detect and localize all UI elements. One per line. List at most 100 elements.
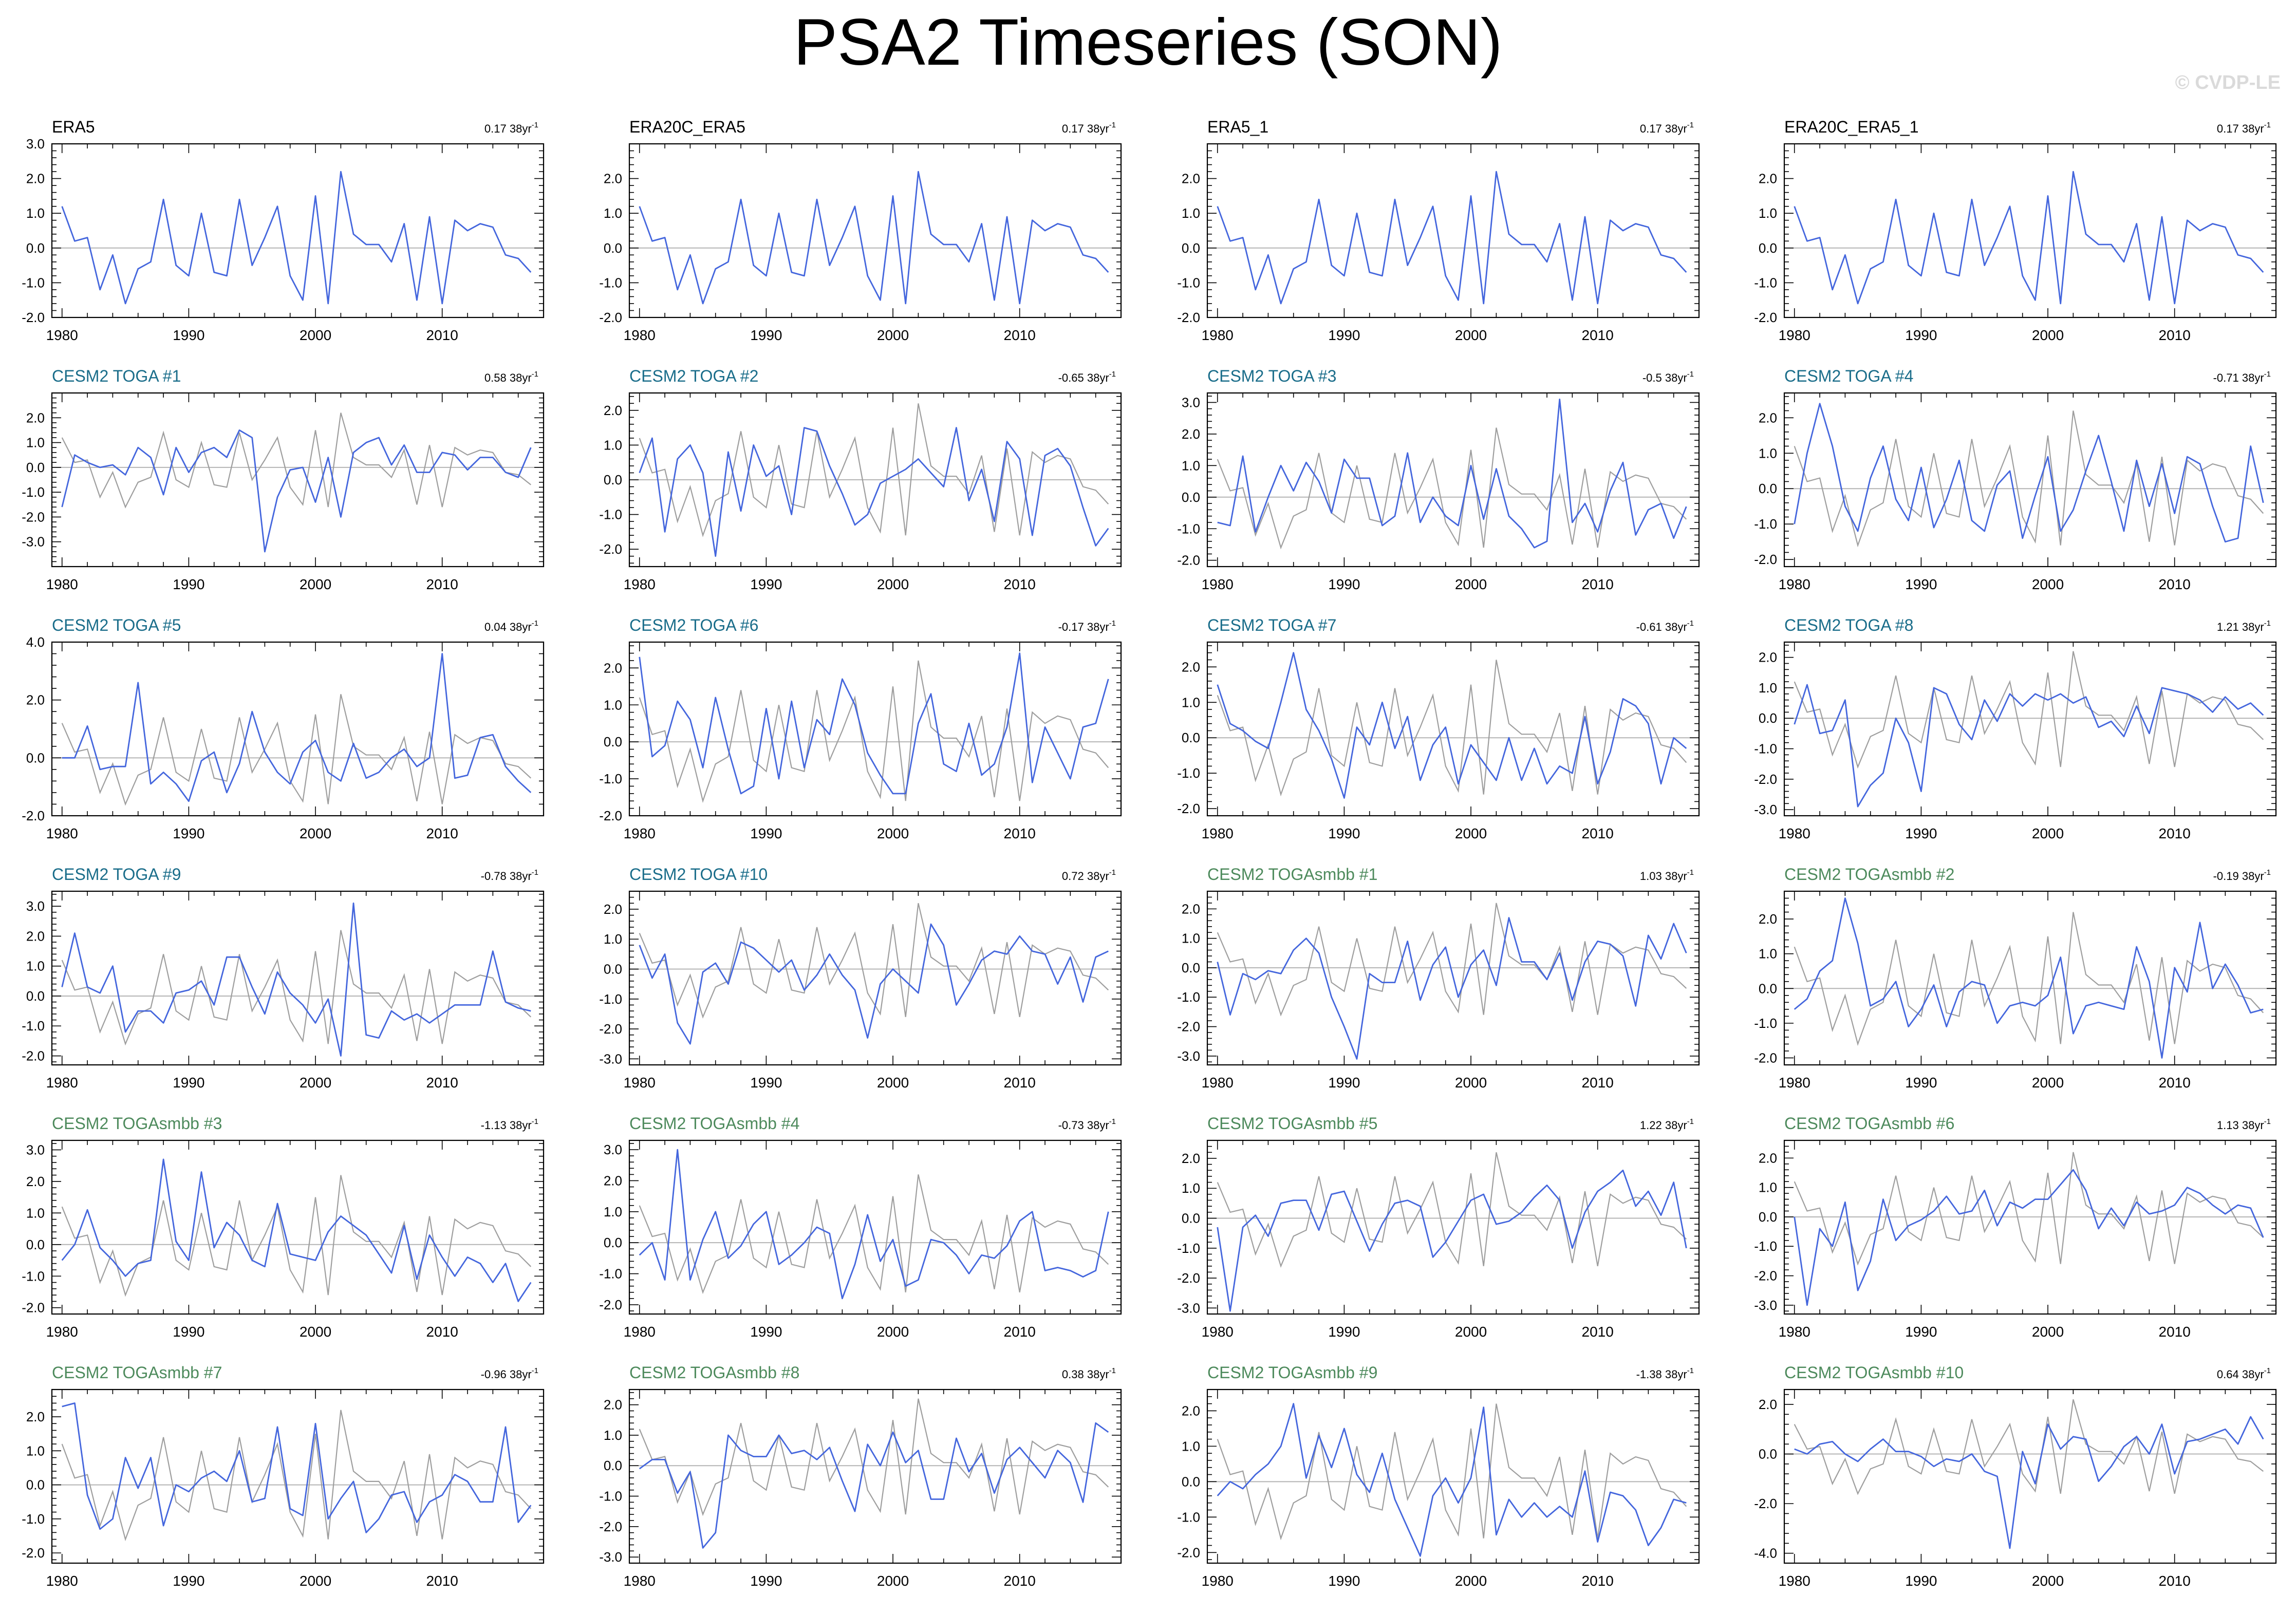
y-tick-label: -1.0 — [599, 1489, 622, 1504]
series-line-observed — [1794, 1399, 2264, 1495]
x-tick-label: 2010 — [2159, 327, 2191, 343]
x-tick-label: 2010 — [1582, 1324, 1614, 1340]
panel-title: CESM2 TOGAsmbb #7 — [52, 1363, 222, 1382]
y-tick-label: -1.0 — [22, 1511, 45, 1527]
panel-title: CESM2 TOGAsmbb #6 — [1784, 1114, 1954, 1133]
y-tick-label: -3.0 — [1754, 1298, 1777, 1313]
panel-trend: 0.17 38yr-1 — [484, 121, 538, 135]
panel-18: CESM2 TOGAsmbb #4 -0.73 38yr-1 1980 1990 200… — [599, 1114, 1122, 1340]
series-line-observed — [1794, 1152, 2264, 1266]
series-line — [1217, 398, 1687, 549]
y-tick-label: 2.0 — [1759, 911, 1777, 927]
y-tick-label: -1.0 — [1754, 516, 1777, 532]
y-tick-label: -2.0 — [1754, 772, 1777, 787]
y-tick-label: -2.0 — [22, 509, 45, 524]
panel-title: CESM2 TOGA #7 — [1207, 616, 1336, 634]
y-tick-label: -1.0 — [1177, 521, 1200, 536]
panel-2: ERA20C_ERA5 0.17 38yr-1 1980 1990 2000 2010 -2… — [599, 118, 1122, 343]
y-tick-label: -1.0 — [1177, 1241, 1200, 1256]
y-tick-label: -3.0 — [1177, 1300, 1200, 1316]
y-tick-label: 2.0 — [1759, 1150, 1777, 1166]
y-tick-label: 1.0 — [1182, 1438, 1200, 1454]
series-line — [639, 427, 1109, 557]
y-tick-label: 1.0 — [26, 205, 45, 221]
x-tick-label: 2000 — [1455, 825, 1487, 841]
series-line-observed — [61, 1175, 532, 1297]
panel-title: CESM2 TOGAsmbb #2 — [1784, 865, 1954, 884]
x-tick-label: 1980 — [624, 576, 656, 592]
plot-frame — [1206, 392, 1700, 568]
y-tick-label: 0.0 — [604, 734, 622, 749]
series-line — [639, 652, 1109, 795]
x-tick-label: 2010 — [2159, 825, 2191, 841]
panel-trend: 1.22 38yr-1 — [1640, 1117, 1694, 1132]
y-tick-label: 2.0 — [1182, 659, 1200, 674]
panel-trend-exponent: -1 — [532, 1366, 538, 1375]
x-tick-label: 1990 — [750, 1324, 782, 1340]
panel-trend: 0.72 38yr-1 — [1062, 868, 1116, 883]
y-tick-label: 3.0 — [26, 898, 45, 914]
y-tick-label: 2.0 — [1759, 1397, 1777, 1412]
x-tick-label: 2010 — [1582, 825, 1614, 841]
plot-frame — [628, 1139, 1122, 1315]
x-tick-label: 1980 — [46, 576, 78, 592]
panel-title: CESM2 TOGA #3 — [1207, 367, 1336, 385]
series-line-observed — [61, 412, 531, 509]
panel-trend: -0.73 38yr-1 — [1058, 1117, 1116, 1132]
y-tick-label: 1.0 — [604, 697, 622, 712]
y-tick-label: 2.0 — [604, 1397, 622, 1413]
panel-trend: -0.78 38yr-1 — [481, 868, 538, 883]
series-line-observed — [1217, 660, 1687, 797]
plot-frame — [1206, 1388, 1700, 1564]
y-tick-label: 1.0 — [1182, 205, 1200, 221]
y-tick-label: -2.0 — [1754, 1268, 1777, 1284]
series-line-observed — [61, 930, 532, 1046]
x-tick-label: 2010 — [2159, 576, 2191, 592]
y-tick-label: 2.0 — [604, 660, 622, 675]
series-line — [62, 653, 532, 802]
plot-frame — [51, 143, 545, 318]
panel-9: CESM2 TOGA #5 0.04 38yr-1 1980 1990 2000 2010… — [22, 616, 545, 841]
y-tick-label: 1.0 — [26, 1205, 45, 1221]
x-tick-label: 1990 — [1905, 1573, 1937, 1589]
panel-20: CESM2 TOGAsmbb #6 1.13 38yr-1 1980 1990 2000… — [1754, 1114, 2277, 1340]
series-line — [1794, 897, 2264, 1059]
panel-title: CESM2 TOGAsmbb #9 — [1207, 1363, 1377, 1382]
x-tick-label: 2000 — [1455, 1573, 1487, 1589]
plot-frame — [51, 1388, 545, 1564]
series-line — [1217, 917, 1687, 1060]
series-line-observed — [1794, 410, 2264, 548]
y-tick-label: -2.0 — [22, 1300, 45, 1316]
y-tick-label: 1.0 — [1182, 695, 1200, 710]
panel-title: CESM2 TOGAsmbb #1 — [1207, 865, 1377, 884]
y-tick-label: -2.0 — [1177, 1270, 1200, 1286]
series-line — [639, 1422, 1109, 1549]
y-tick-label: -1.0 — [1177, 765, 1200, 781]
plot-frame — [1783, 143, 2277, 318]
panel-trend-exponent: -1 — [1109, 1117, 1116, 1126]
panel-trend: -0.5 38yr-1 — [1642, 370, 1694, 384]
x-tick-label: 1980 — [624, 1324, 656, 1340]
panel-trend: 1.03 38yr-1 — [1640, 868, 1694, 883]
y-tick-label: 2.0 — [26, 928, 45, 944]
series-line — [639, 171, 1109, 305]
panel-title: CESM2 TOGAsmbb #8 — [629, 1363, 799, 1382]
y-tick-label: -2.0 — [1754, 552, 1777, 567]
x-tick-label: 2000 — [300, 327, 331, 343]
x-tick-label: 2000 — [1455, 576, 1487, 592]
panel-trend-exponent: -1 — [532, 868, 538, 877]
x-tick-label: 1980 — [1202, 825, 1234, 841]
x-tick-label: 2000 — [1455, 1075, 1487, 1091]
page-title: PSA2 Timeseries (SON) — [793, 6, 1503, 79]
x-tick-label: 2010 — [1004, 1075, 1036, 1091]
x-tick-label: 1980 — [46, 1075, 78, 1091]
y-tick-label: -3.0 — [1754, 802, 1777, 817]
panel-21: CESM2 TOGAsmbb #7 -0.96 38yr-1 1980 1990 200… — [22, 1363, 545, 1589]
y-tick-label: 0.0 — [1182, 490, 1200, 505]
series-line — [61, 1158, 532, 1302]
panel-trend-exponent: -1 — [1109, 619, 1116, 628]
y-tick-label: -2.0 — [22, 808, 45, 823]
panel-11: CESM2 TOGA #7 -0.61 38yr-1 1980 1990 2000 201… — [1177, 616, 1700, 841]
panel-10: CESM2 TOGA #6 -0.17 38yr-1 1980 1990 2000 201… — [599, 616, 1122, 841]
x-tick-label: 1990 — [1328, 576, 1360, 592]
